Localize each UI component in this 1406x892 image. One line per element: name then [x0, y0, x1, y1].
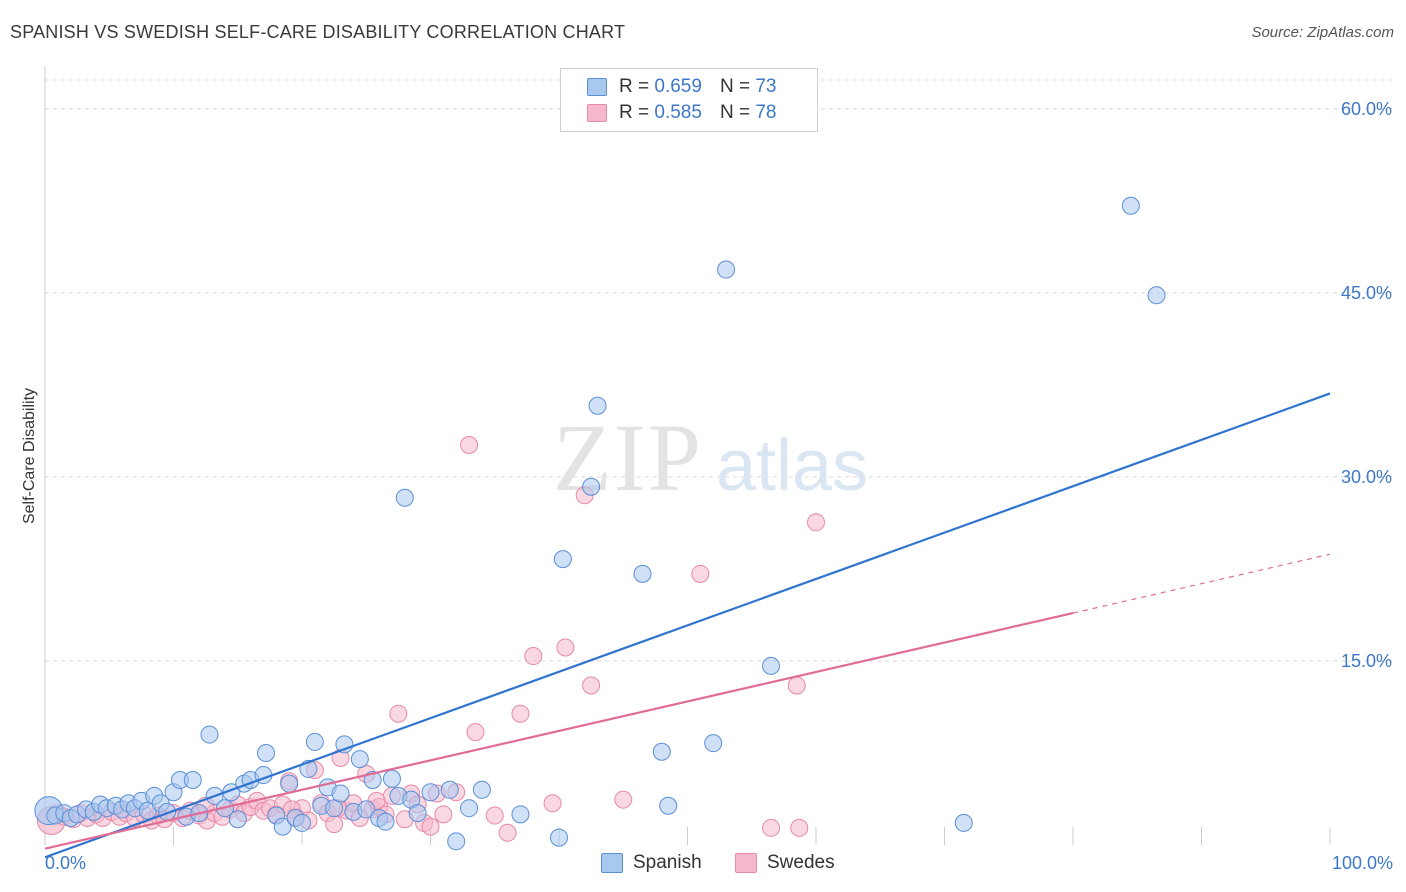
spanish-point	[357, 800, 376, 819]
spanish-point	[762, 656, 781, 675]
swedes-point	[691, 564, 710, 583]
spanish-point	[363, 770, 382, 789]
legend-n-value-swedes: 78	[755, 102, 777, 123]
spanish-point	[582, 477, 601, 496]
spanish-point	[717, 260, 736, 279]
spanish-point	[472, 780, 491, 799]
legend-r-label: R =	[619, 76, 650, 97]
swedes-point	[787, 676, 806, 695]
spanish-point	[421, 783, 440, 802]
spanish-point	[395, 488, 414, 507]
spanish-point	[704, 734, 723, 753]
chart-title: SPANISH VS SWEDISH SELF-CARE DISABILITY …	[10, 22, 626, 42]
spanish-trend-line	[44, 392, 1331, 859]
spanish-point	[652, 742, 671, 761]
y-tick-label: 45.0%	[1341, 283, 1392, 303]
swedes-points	[36, 436, 825, 842]
bottom-swatch-swedes	[735, 853, 757, 873]
watermark-atlas: atlas	[716, 426, 868, 506]
spanish-point	[257, 743, 276, 762]
source-label: Source: ZipAtlas.com	[1251, 24, 1394, 41]
swedes-point	[807, 513, 825, 532]
legend-n-label: N =	[719, 76, 751, 97]
swedes-point	[543, 794, 562, 813]
spanish-point	[1147, 286, 1166, 305]
tick-labels: 15.0% 30.0% 45.0% 60.0% 0.0% 100.0%	[45, 99, 1393, 873]
swedes-point	[389, 704, 408, 723]
legend-swatch-spanish	[587, 78, 607, 96]
spanish-point	[200, 725, 219, 744]
y-axis-label: Self-Care Disability	[21, 388, 38, 524]
spanish-point	[511, 805, 530, 824]
swedes-point	[524, 647, 543, 666]
swedes-point	[421, 817, 440, 836]
swedes-point	[498, 823, 517, 842]
spanish-point	[183, 770, 202, 789]
bottom-legend-spanish: Spanish	[601, 852, 702, 874]
swedes-point	[434, 805, 453, 824]
spanish-points	[34, 196, 1166, 851]
spanish-point	[382, 769, 401, 788]
watermark: ZIP atlas	[553, 404, 868, 511]
legend-row-spanish: R = 0.659 N = 73	[587, 75, 776, 99]
watermark-zip: ZIP	[553, 404, 703, 511]
spanish-point	[350, 750, 369, 769]
spanish-point	[954, 813, 973, 832]
bottom-legend-label-swedes: Swedes	[767, 852, 835, 873]
spanish-point	[553, 550, 572, 569]
swedes-point	[485, 806, 504, 825]
swedes-point	[325, 815, 344, 834]
stats-legend: R = 0.659 N = 73 R = 0.585 N = 78	[560, 68, 818, 132]
swedes-point	[582, 676, 601, 695]
spanish-point	[460, 799, 479, 818]
swedes-point	[790, 818, 809, 837]
legend-n-value-spanish: 73	[755, 76, 777, 97]
legend-r-value-swedes: 0.585	[654, 102, 702, 123]
bottom-legend-swedes: Swedes	[735, 852, 835, 874]
spanish-point	[376, 812, 395, 831]
bottom-legend-label-spanish: Spanish	[633, 852, 702, 873]
spanish-point	[550, 828, 568, 847]
spanish-point	[305, 732, 324, 751]
spanish-point	[228, 810, 247, 829]
spanish-point	[447, 832, 466, 851]
swedes-point	[762, 818, 781, 837]
spanish-point	[273, 817, 292, 836]
legend-r-value-spanish: 0.659	[654, 76, 702, 97]
swedes-point	[511, 704, 530, 723]
spanish-point	[588, 396, 607, 415]
spanish-point	[440, 780, 459, 799]
legend-n-label: N =	[719, 102, 751, 123]
spanish-point	[331, 784, 350, 803]
legend-swatch-swedes	[587, 104, 607, 122]
swedes-trend-line	[44, 612, 1074, 850]
trend-lines	[44, 392, 1331, 859]
x-tick-label-max: 100.0%	[1332, 853, 1393, 873]
grid-layer	[45, 79, 1392, 662]
y-tick-label: 15.0%	[1341, 651, 1392, 671]
spanish-point	[659, 796, 678, 815]
swedes-point	[614, 790, 633, 809]
x-tick-label-min: 0.0%	[45, 853, 86, 873]
spanish-point	[633, 564, 652, 583]
swedes-point	[466, 723, 485, 742]
spanish-point	[280, 774, 299, 793]
swedes-point	[556, 638, 575, 657]
y-tick-label: 30.0%	[1341, 467, 1392, 487]
legend-row-swedes: R = 0.585 N = 78	[587, 101, 776, 125]
spanish-point	[293, 813, 311, 832]
spanish-point	[1121, 196, 1140, 215]
swedes-trend-extension	[1072, 553, 1331, 614]
spanish-point	[408, 804, 427, 823]
legend-r-label: R =	[619, 102, 650, 123]
y-tick-label: 60.0%	[1341, 99, 1392, 119]
bottom-swatch-spanish	[601, 853, 623, 873]
swedes-point	[460, 436, 479, 455]
